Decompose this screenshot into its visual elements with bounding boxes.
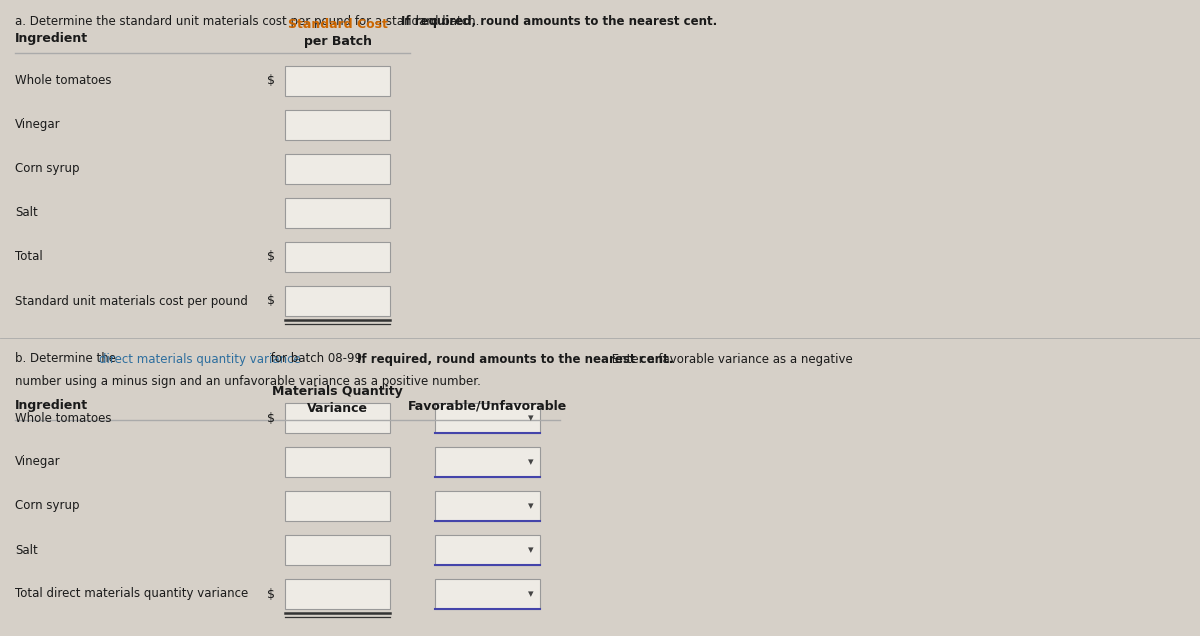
FancyBboxPatch shape <box>286 447 390 477</box>
FancyBboxPatch shape <box>286 286 390 316</box>
Text: If required, round amounts to the nearest cent.: If required, round amounts to the neares… <box>356 352 673 366</box>
Text: If required, round amounts to the nearest cent.: If required, round amounts to the neares… <box>401 15 718 27</box>
Text: number using a minus sign and an unfavorable variance as a positive number.: number using a minus sign and an unfavor… <box>14 375 481 389</box>
Text: Ingredient: Ingredient <box>14 399 88 413</box>
Text: per Batch: per Batch <box>304 36 372 48</box>
Text: direct materials quantity variance: direct materials quantity variance <box>100 352 301 366</box>
Text: Standard unit materials cost per pound: Standard unit materials cost per pound <box>14 294 248 307</box>
FancyBboxPatch shape <box>286 154 390 184</box>
Text: Variance: Variance <box>307 403 368 415</box>
Text: $: $ <box>266 588 275 600</box>
FancyBboxPatch shape <box>286 579 390 609</box>
Text: Materials Quantity: Materials Quantity <box>272 385 403 398</box>
Text: ▾: ▾ <box>528 457 534 467</box>
Text: Enter a favorable variance as a negative: Enter a favorable variance as a negative <box>608 352 853 366</box>
Text: Whole tomatoes: Whole tomatoes <box>14 74 112 88</box>
Text: Favorable/Unfavorable: Favorable/Unfavorable <box>408 399 568 413</box>
Text: Whole tomatoes: Whole tomatoes <box>14 411 112 424</box>
Text: $: $ <box>266 411 275 424</box>
Text: Corn syrup: Corn syrup <box>14 499 79 513</box>
FancyBboxPatch shape <box>286 198 390 228</box>
FancyBboxPatch shape <box>434 491 540 521</box>
Text: Salt: Salt <box>14 544 37 556</box>
Text: b. Determine the: b. Determine the <box>14 352 120 366</box>
FancyBboxPatch shape <box>286 110 390 140</box>
FancyBboxPatch shape <box>286 403 390 433</box>
Text: ▾: ▾ <box>528 501 534 511</box>
Text: Total direct materials quantity variance: Total direct materials quantity variance <box>14 588 248 600</box>
FancyBboxPatch shape <box>434 579 540 609</box>
Text: a. Determine the standard unit materials cost per pound for a standard batch.: a. Determine the standard unit materials… <box>14 15 484 27</box>
FancyBboxPatch shape <box>286 66 390 96</box>
Text: ▾: ▾ <box>528 413 534 423</box>
Text: Salt: Salt <box>14 207 37 219</box>
FancyBboxPatch shape <box>434 403 540 433</box>
Text: ▾: ▾ <box>528 589 534 599</box>
Text: for batch 08-99.: for batch 08-99. <box>268 352 370 366</box>
Text: ▾: ▾ <box>528 545 534 555</box>
FancyBboxPatch shape <box>286 535 390 565</box>
Text: Ingredient: Ingredient <box>14 32 88 46</box>
FancyBboxPatch shape <box>434 447 540 477</box>
FancyBboxPatch shape <box>286 491 390 521</box>
Text: Standard Cost: Standard Cost <box>288 18 388 31</box>
Text: Corn syrup: Corn syrup <box>14 163 79 176</box>
Text: Vinegar: Vinegar <box>14 118 61 132</box>
Text: Total: Total <box>14 251 43 263</box>
FancyBboxPatch shape <box>286 242 390 272</box>
Text: $: $ <box>266 294 275 307</box>
Text: Vinegar: Vinegar <box>14 455 61 469</box>
Text: $: $ <box>266 251 275 263</box>
FancyBboxPatch shape <box>434 535 540 565</box>
Text: $: $ <box>266 74 275 88</box>
